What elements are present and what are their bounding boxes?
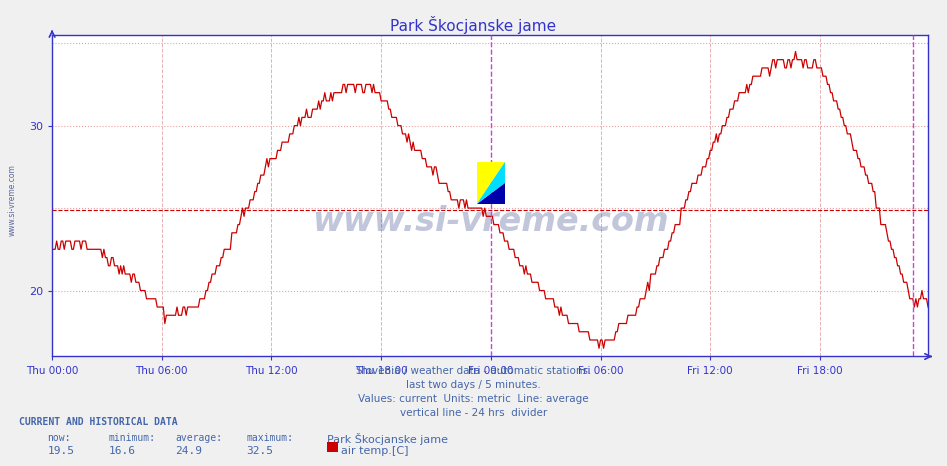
Text: 24.9: 24.9	[175, 446, 203, 456]
Text: now:: now:	[47, 433, 71, 443]
Text: Slovenia / weather data - automatic stations.: Slovenia / weather data - automatic stat…	[356, 366, 591, 376]
Text: 19.5: 19.5	[47, 446, 75, 456]
Text: last two days / 5 minutes.: last two days / 5 minutes.	[406, 380, 541, 390]
Polygon shape	[477, 162, 505, 204]
Text: www.si-vreme.com: www.si-vreme.com	[8, 164, 17, 236]
Polygon shape	[477, 183, 505, 204]
Text: minimum:: minimum:	[109, 433, 156, 443]
Text: www.si-vreme.com: www.si-vreme.com	[312, 205, 669, 238]
Text: Park Škocjanske jame: Park Škocjanske jame	[327, 433, 448, 445]
Text: CURRENT AND HISTORICAL DATA: CURRENT AND HISTORICAL DATA	[19, 417, 178, 427]
Text: Park Škocjanske jame: Park Škocjanske jame	[390, 16, 557, 34]
Text: Values: current  Units: metric  Line: average: Values: current Units: metric Line: aver…	[358, 394, 589, 404]
Text: air temp.[C]: air temp.[C]	[341, 446, 408, 456]
Text: maximum:: maximum:	[246, 433, 294, 443]
Text: 32.5: 32.5	[246, 446, 274, 456]
Text: 16.6: 16.6	[109, 446, 136, 456]
Text: average:: average:	[175, 433, 223, 443]
Polygon shape	[477, 162, 505, 204]
Text: vertical line - 24 hrs  divider: vertical line - 24 hrs divider	[400, 408, 547, 418]
